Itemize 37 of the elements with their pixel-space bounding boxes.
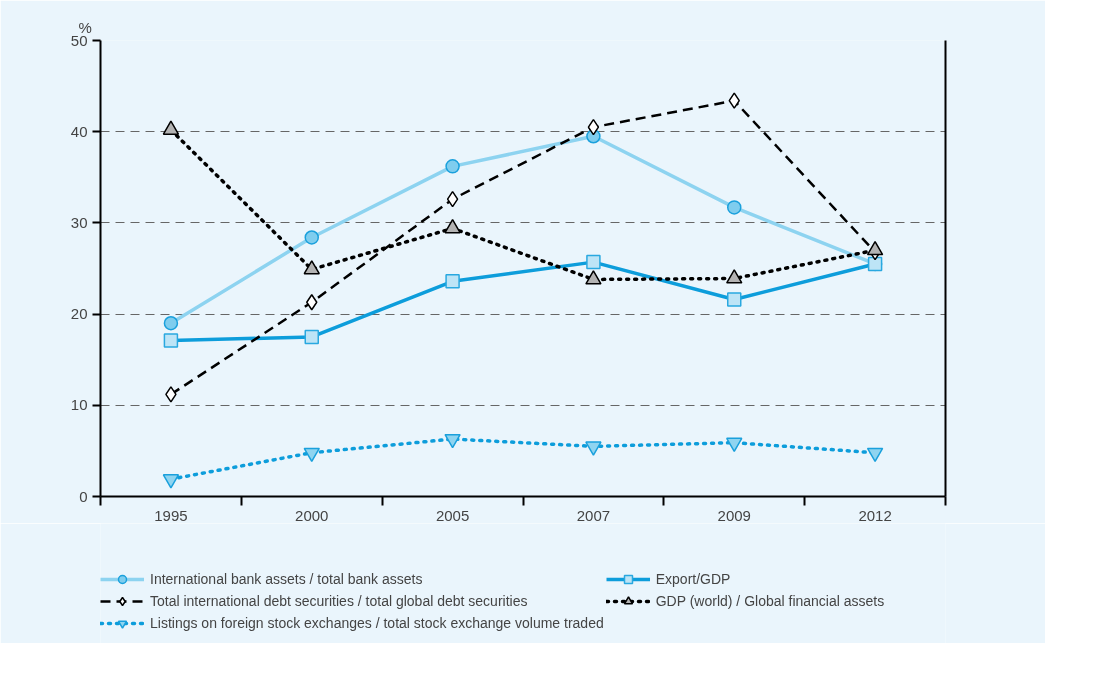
x-tick-label: 2012 [858, 506, 892, 524]
point [444, 433, 461, 449]
y-tick-label: 30 [70, 213, 88, 231]
x-tick-label: 2000 [295, 506, 329, 524]
point [586, 254, 601, 270]
point [165, 386, 177, 403]
point [446, 190, 459, 208]
legend-label: GDP (world) / Global financial assets [655, 592, 885, 611]
point [163, 315, 179, 331]
point [445, 274, 460, 289]
x-tick-label: 2005 [435, 506, 470, 524]
point [727, 200, 742, 215]
point [303, 447, 320, 463]
point [162, 474, 180, 489]
y-tick-label: 0 [79, 487, 88, 505]
point [727, 292, 742, 307]
point [728, 92, 740, 109]
y-axis-title: % [78, 18, 92, 36]
point [587, 118, 600, 136]
y-tick-label: 20 [70, 305, 88, 323]
y-tick-label: 40 [70, 122, 88, 140]
legend-label: Total international debt securities / total global debt securities [150, 592, 528, 611]
point [585, 441, 602, 456]
point [304, 329, 319, 345]
point [163, 333, 179, 348]
point [445, 159, 460, 174]
y-tick-label: 10 [70, 396, 88, 414]
legend-label: Export/GDP [655, 570, 731, 589]
legend-label: Listings on foreign stock exchanges / total stock exchange volume traded [150, 614, 604, 633]
x-tick-label: 2007 [576, 506, 611, 524]
point [304, 230, 319, 245]
legend-label: International bank assets / total bank assets [150, 570, 423, 589]
point [866, 447, 884, 463]
x-tick-label: 2009 [717, 506, 751, 524]
point [162, 120, 180, 135]
point [726, 437, 743, 453]
x-tick-label: 1995 [154, 506, 188, 524]
